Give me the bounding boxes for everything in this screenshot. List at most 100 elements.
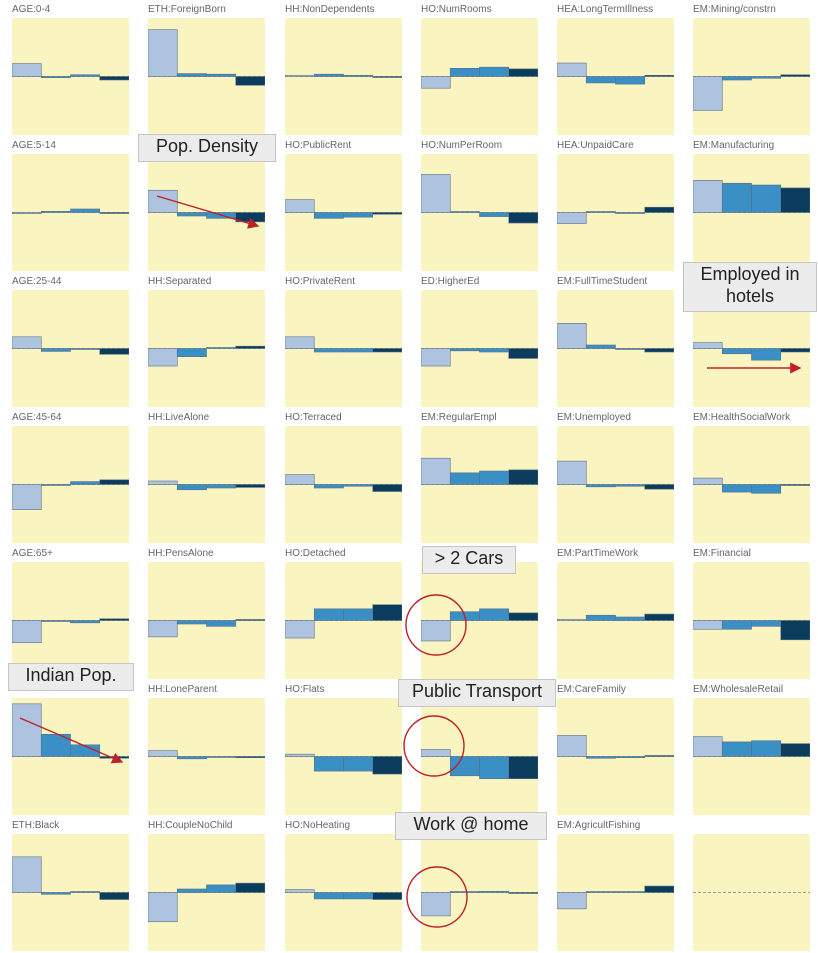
work-home-label: Work @ home xyxy=(413,814,529,834)
bar-q3 xyxy=(751,620,782,627)
bar-q2 xyxy=(40,211,71,213)
bar-q1 xyxy=(148,189,178,213)
chart-panel-em-fulltimestudent: EM:FullTimeStudent xyxy=(557,276,687,407)
chart-panel-plot xyxy=(557,290,674,407)
bar-q3 xyxy=(751,76,782,79)
chart-panel-em-healthsocialwork: EM:HealthSocialWork xyxy=(693,412,818,543)
bar-q1 xyxy=(12,856,42,893)
bar-q2 xyxy=(176,212,207,217)
bar-q4 xyxy=(235,345,265,349)
chart-panel-ho-terraced: HO:Terraced xyxy=(285,412,415,543)
bar-q3 xyxy=(479,608,510,621)
bar-q4 xyxy=(99,892,129,900)
chart-panel-plot xyxy=(557,154,674,271)
bar-q4 xyxy=(372,348,402,353)
bar-q4 xyxy=(508,469,538,485)
bar-q1 xyxy=(285,753,315,757)
chart-panel-title: ETH:Black xyxy=(12,820,60,831)
chart-panel-title: HH:CoupleNoChild xyxy=(148,820,233,831)
chart-panel-plot xyxy=(693,562,810,679)
bar-q4 xyxy=(644,484,674,490)
bar-q1 xyxy=(148,29,178,77)
chart-panel-plot xyxy=(421,290,538,407)
bar-q4 xyxy=(508,68,538,77)
bar-q2 xyxy=(313,892,344,900)
bar-q4 xyxy=(99,479,129,485)
chart-panel-panel-42 xyxy=(693,820,818,951)
bar-q2 xyxy=(176,756,207,760)
bar-q3 xyxy=(70,74,101,77)
chart-panel-hea-longtermillness: HEA:LongTermIllness xyxy=(557,4,687,135)
chart-panel-em-carefamily: EM:CareFamily xyxy=(557,684,687,815)
bar-q3 xyxy=(479,66,510,77)
bar-q2 xyxy=(449,756,480,777)
bar-q3 xyxy=(70,891,101,893)
bar-q2 xyxy=(313,756,344,772)
chart-panel-ho-noheating: HO:NoHeating xyxy=(285,820,415,951)
bar-q2 xyxy=(176,620,207,625)
bar-q1 xyxy=(285,889,315,893)
bar-q3 xyxy=(615,484,646,487)
chart-panel-plot xyxy=(693,426,810,543)
chart-panel-plot xyxy=(12,562,129,679)
chart-panel-plot xyxy=(693,18,810,135)
chart-panel-em-manufacturing: EM:Manufacturing xyxy=(693,140,818,271)
bar-q2 xyxy=(585,484,616,488)
bar-q2 xyxy=(585,344,616,349)
chart-panel-age-45-64: AGE:45-64 xyxy=(12,412,142,543)
bar-q4 xyxy=(99,756,129,759)
bar-q3 xyxy=(206,484,237,489)
bar-q1 xyxy=(285,474,315,485)
bar-q4 xyxy=(508,348,538,359)
cars-label: > 2 Cars xyxy=(434,548,504,568)
bar-q4 xyxy=(372,212,402,215)
bar-q4 xyxy=(644,885,674,893)
bar-q1 xyxy=(693,180,723,213)
bar-q3 xyxy=(479,348,510,353)
chart-panel-plot xyxy=(12,834,129,951)
chart-panel-hh-pensalone: HH:PensAlone xyxy=(148,548,278,679)
chart-panel-em-regularempl: EM:RegularEmpl xyxy=(421,412,551,543)
chart-panel-plot xyxy=(12,698,129,815)
chart-panel-plot xyxy=(285,426,402,543)
chart-panel-plot xyxy=(557,426,674,543)
bar-q4 xyxy=(235,212,265,223)
chart-panel-title: EM:AgricultFishing xyxy=(557,820,641,831)
bar-q2 xyxy=(449,891,480,893)
bar-q3 xyxy=(479,891,510,893)
chart-panel-title: EM:WholesaleRetail xyxy=(693,684,784,695)
bar-q2 xyxy=(40,620,71,622)
bar-q4 xyxy=(644,755,674,757)
chart-panel-plot xyxy=(285,18,402,135)
chart-panel-title: HO:NoHeating xyxy=(285,820,351,831)
bar-q3 xyxy=(615,756,646,758)
bar-q2 xyxy=(40,892,71,895)
chart-panel-hh-nondependents: HH:NonDependents xyxy=(285,4,415,135)
chart-panel-age-25-44: AGE:25-44 xyxy=(12,276,142,407)
bar-q3 xyxy=(343,75,374,77)
bar-q4 xyxy=(235,619,265,621)
bar-q1 xyxy=(12,703,42,757)
chart-panel-ho-publicrent: HO:PublicRent xyxy=(285,140,415,271)
bar-q4 xyxy=(99,348,129,355)
chart-panel-hh-livealone: HH:LiveAlone xyxy=(148,412,278,543)
bar-q2 xyxy=(176,348,207,357)
bar-q4 xyxy=(508,212,538,224)
chart-panel-title: HH:LiveAlone xyxy=(148,412,210,423)
chart-panel-ho-privaterent: HO:PrivateRent xyxy=(285,276,415,407)
bar-q1 xyxy=(285,620,315,639)
bar-q1 xyxy=(421,457,451,485)
public-transport-callout: Public Transport xyxy=(398,679,556,707)
bar-q1 xyxy=(693,342,723,349)
chart-panel-title: ETH:ForeignBorn xyxy=(148,4,226,15)
chart-panel-em-parttimework: EM:PartTimeWork xyxy=(557,548,687,679)
chart-panel-title: HEA:UnpaidCare xyxy=(557,140,634,151)
chart-panel-plot xyxy=(148,834,265,951)
bar-q3 xyxy=(751,184,782,213)
bar-q1 xyxy=(12,620,42,644)
bar-q2 xyxy=(313,212,344,219)
bar-q1 xyxy=(148,892,178,923)
chart-panel-plot xyxy=(12,154,129,271)
bar-q2 xyxy=(449,348,480,352)
